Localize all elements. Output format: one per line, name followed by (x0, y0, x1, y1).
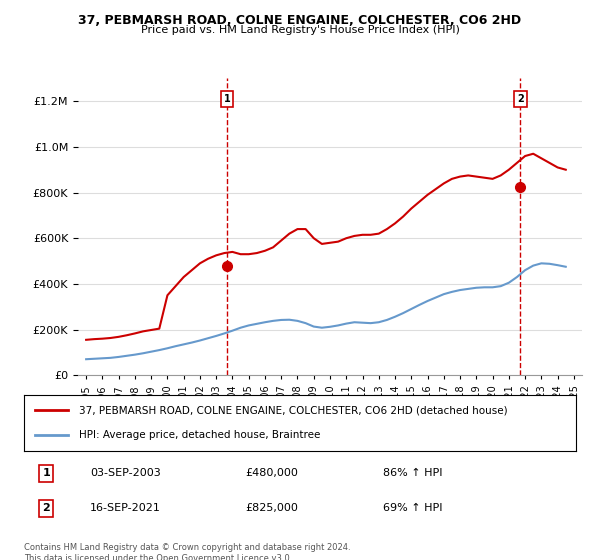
Text: 37, PEBMARSH ROAD, COLNE ENGAINE, COLCHESTER, CO6 2HD (detached house): 37, PEBMARSH ROAD, COLNE ENGAINE, COLCHE… (79, 405, 508, 416)
Text: £480,000: £480,000 (245, 468, 298, 478)
Text: 69% ↑ HPI: 69% ↑ HPI (383, 503, 442, 514)
Text: 2: 2 (42, 503, 50, 514)
Text: HPI: Average price, detached house, Braintree: HPI: Average price, detached house, Brai… (79, 430, 320, 440)
Text: Contains HM Land Registry data © Crown copyright and database right 2024.
This d: Contains HM Land Registry data © Crown c… (24, 543, 350, 560)
Text: 1: 1 (224, 94, 230, 104)
Text: 16-SEP-2021: 16-SEP-2021 (90, 503, 161, 514)
Text: 1: 1 (42, 468, 50, 478)
Text: 2: 2 (517, 94, 524, 104)
Text: 03-SEP-2003: 03-SEP-2003 (90, 468, 161, 478)
Text: Price paid vs. HM Land Registry's House Price Index (HPI): Price paid vs. HM Land Registry's House … (140, 25, 460, 35)
Text: £825,000: £825,000 (245, 503, 298, 514)
Text: 86% ↑ HPI: 86% ↑ HPI (383, 468, 442, 478)
Text: 37, PEBMARSH ROAD, COLNE ENGAINE, COLCHESTER, CO6 2HD: 37, PEBMARSH ROAD, COLNE ENGAINE, COLCHE… (79, 14, 521, 27)
